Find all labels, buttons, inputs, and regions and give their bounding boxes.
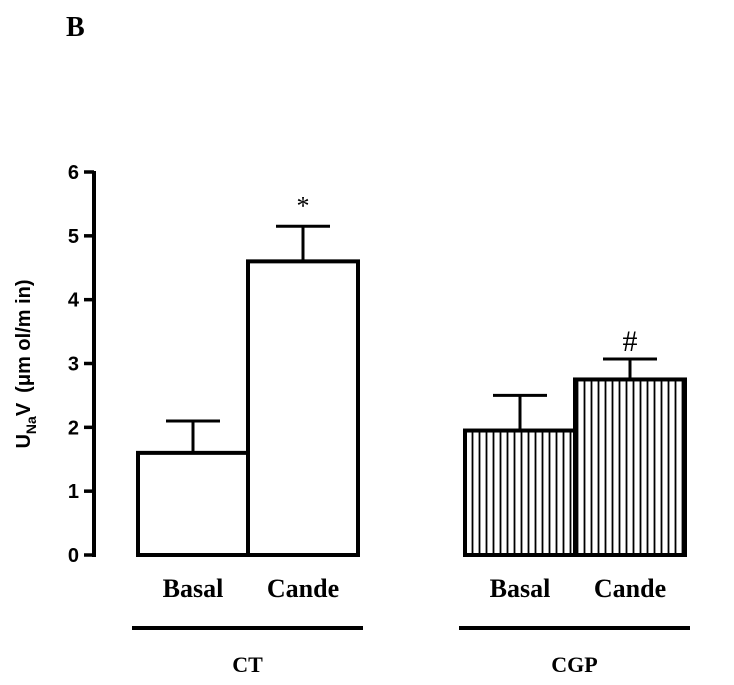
y-tick-label: 0: [68, 545, 79, 567]
bar-cgp-basal: [463, 428, 577, 557]
group-label-cgp: CGP: [551, 652, 597, 677]
y-tick-label: 6: [68, 162, 79, 184]
bar-cgp-cande: [573, 377, 687, 558]
y-axis-label-unit: (μm ol/m in): [13, 279, 35, 392]
x-category-label: Cande: [594, 574, 666, 603]
y-axis-label-subscript: Na: [23, 416, 39, 434]
bar-ct-cande: [246, 259, 360, 557]
significance-mark: *: [297, 191, 310, 220]
bar-ct-basal: [136, 450, 250, 557]
y-tick-label: 3: [68, 354, 79, 376]
y-axis-label-main: U: [13, 434, 35, 448]
panel-label: B: [66, 12, 85, 43]
y-axis-label: UNaV (μm ol/m in): [13, 279, 39, 448]
y-axis-label-rest: V: [13, 402, 35, 416]
y-tick-label: 4: [68, 290, 80, 312]
x-category-label: Basal: [163, 574, 224, 603]
x-category-label: Cande: [267, 574, 339, 603]
y-tick-label: 2: [68, 417, 79, 439]
y-tick-label: 1: [68, 481, 79, 503]
significance-mark: #: [623, 325, 638, 358]
y-tick-label: 5: [68, 226, 79, 248]
x-category-label: Basal: [490, 574, 551, 603]
group-label-ct: CT: [232, 652, 263, 677]
